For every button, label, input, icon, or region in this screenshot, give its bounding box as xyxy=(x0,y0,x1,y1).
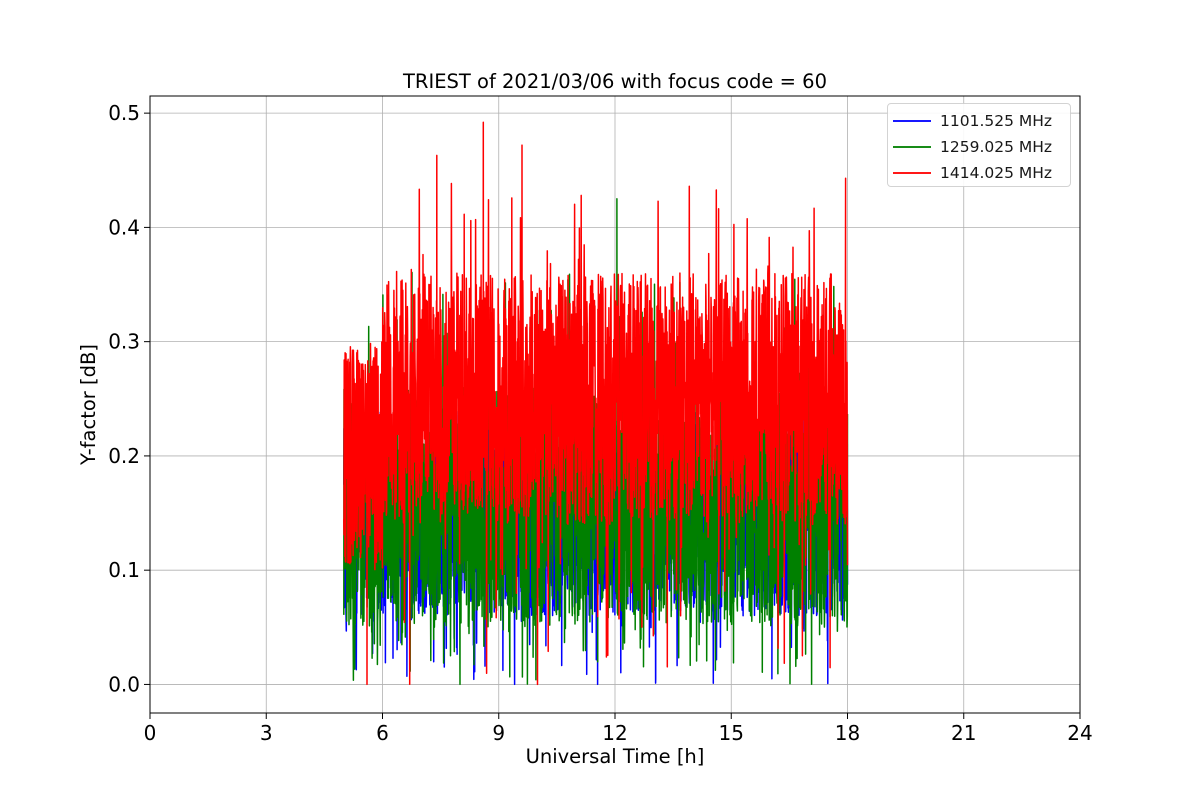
y-tick-label: 0.4 xyxy=(108,215,140,239)
x-tick-label: 24 xyxy=(1067,721,1092,745)
chart-title: TRIEST of 2021/03/06 with focus code = 6… xyxy=(402,70,827,93)
legend-label: 1414.025 MHz xyxy=(940,164,1053,182)
y-tick-label: 0.5 xyxy=(108,101,140,125)
x-tick-label: 12 xyxy=(602,721,627,745)
legend-entry: 1101.525 MHz xyxy=(888,108,1070,134)
x-tick-label: 21 xyxy=(951,721,976,745)
legend-label: 1259.025 MHz xyxy=(940,138,1053,156)
legend-entry: 1414.025 MHz xyxy=(888,160,1070,186)
x-tick-label: 15 xyxy=(719,721,744,745)
legend-label: 1101.525 MHz xyxy=(940,112,1053,130)
y-axis-label: Y-factor [dB] xyxy=(77,344,100,466)
legend-swatch xyxy=(893,172,931,174)
y-tick-label: 0.1 xyxy=(108,558,140,582)
x-tick-label: 0 xyxy=(144,721,157,745)
x-axis-label: Universal Time [h] xyxy=(526,745,705,768)
y-tick-label: 0.2 xyxy=(108,444,140,468)
x-tick-label: 18 xyxy=(835,721,860,745)
x-tick-label: 6 xyxy=(376,721,389,745)
legend-entry: 1259.025 MHz xyxy=(888,134,1070,160)
legend: 1101.525 MHz 1259.025 MHz 1414.025 MHz xyxy=(887,103,1071,187)
legend-swatch xyxy=(893,146,931,148)
legend-swatch xyxy=(893,120,931,122)
y-tick-label: 0.3 xyxy=(108,330,140,354)
y-tick-label: 0.0 xyxy=(108,672,140,696)
x-tick-label: 9 xyxy=(492,721,505,745)
series-line-1414-025-mhz xyxy=(343,121,849,686)
x-tick-label: 3 xyxy=(260,721,273,745)
